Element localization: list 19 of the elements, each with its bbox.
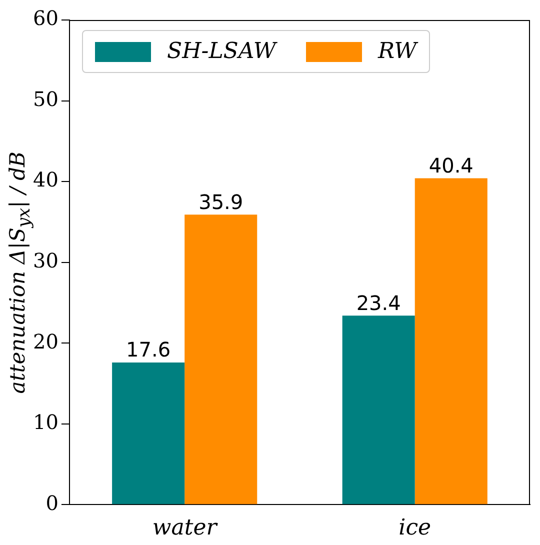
bar <box>414 178 488 504</box>
y-tick-label: 10 <box>32 410 58 434</box>
data-label: 17.6 <box>126 338 171 362</box>
bar <box>342 316 415 504</box>
x-tick-label: ice <box>398 516 432 541</box>
y-tick-label: 30 <box>32 248 58 273</box>
data-label: 35.9 <box>198 190 244 214</box>
y-tick-label: 0 <box>46 490 58 515</box>
data-label: 40.4 <box>428 154 474 178</box>
x-tick-label: water <box>152 516 218 541</box>
bar <box>112 362 185 504</box>
y-tick-label: 60 <box>32 6 58 30</box>
legend-label: SH-LSAW <box>166 39 276 64</box>
legend-label: RW <box>376 39 417 64</box>
y-tick-label: 50 <box>32 86 58 111</box>
bar <box>184 214 258 504</box>
y-tick-label: 20 <box>32 329 58 354</box>
y-tick-label: 40 <box>32 168 58 192</box>
data-label: 23.4 <box>356 290 401 315</box>
